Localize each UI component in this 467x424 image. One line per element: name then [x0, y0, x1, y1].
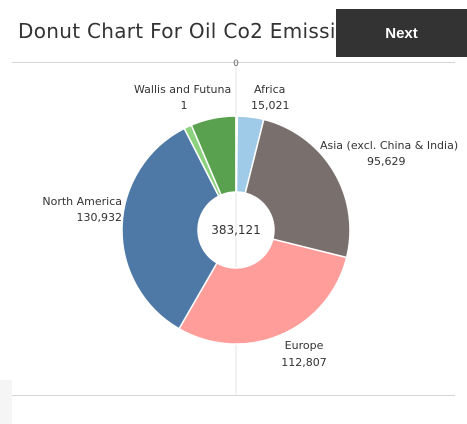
- slice-value-north-america: 130,932: [77, 211, 123, 224]
- slice-value-europe: 112,807: [281, 356, 327, 369]
- slice-label-north-america: North America: [42, 195, 122, 208]
- donut-center-total: 383,121: [211, 223, 261, 237]
- slice-value-wallis-futuna: 1: [181, 99, 188, 112]
- axis-tick-label: 0: [233, 59, 239, 69]
- donut-slices: [121, 115, 351, 345]
- donut-slice-asia-excl-china-india[interactable]: [244, 118, 351, 259]
- slice-label-europe: Europe: [285, 339, 324, 352]
- slice-label-asia: Asia (excl. China & India): [320, 139, 458, 152]
- chart-panel: [12, 62, 455, 396]
- slice-value-africa: 15,021: [251, 99, 290, 112]
- page-title: Donut Chart For Oil Co2 Emission: [18, 19, 362, 43]
- slice-value-asia: 95,629: [367, 155, 406, 168]
- slice-label-wallis-futuna: Wallis and Futuna: [134, 83, 231, 96]
- donut-slice-europe[interactable]: [178, 238, 348, 345]
- slice-label-africa: Africa: [254, 83, 285, 96]
- next-button[interactable]: Next: [336, 9, 467, 57]
- donut-slice-north-america[interactable]: [121, 127, 220, 330]
- donut-slice-wallis-and-futuna[interactable]: [235, 115, 239, 193]
- scroll-gutter: [0, 380, 12, 424]
